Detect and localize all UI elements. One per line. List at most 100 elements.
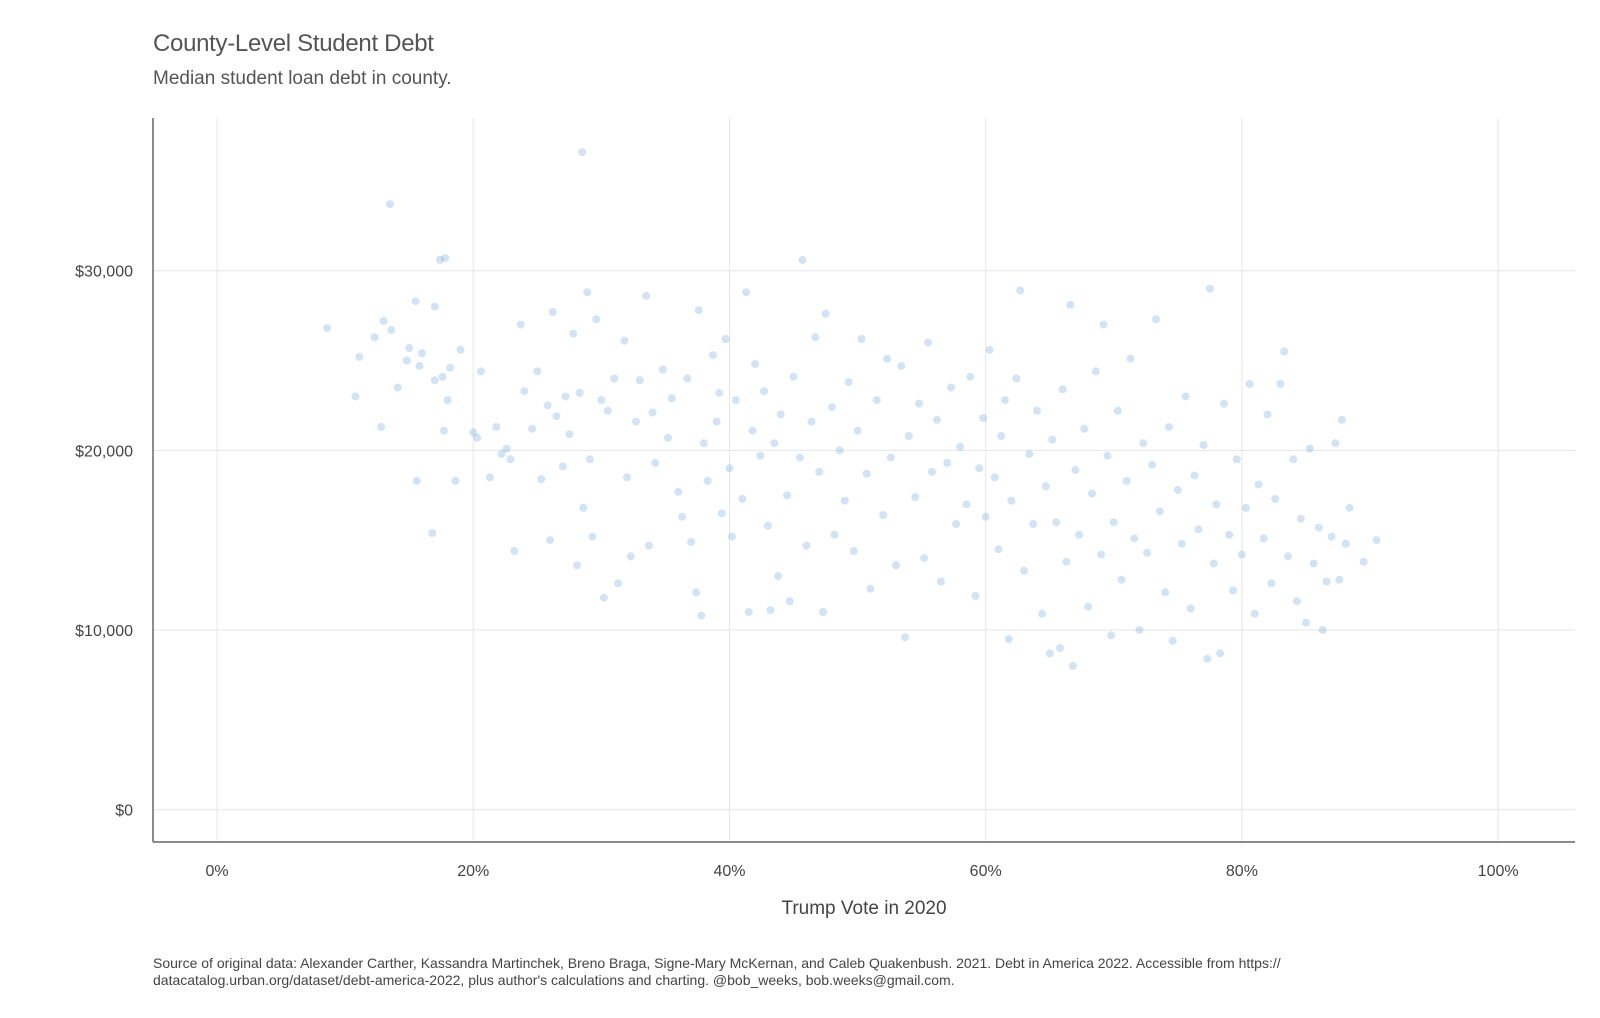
data-point: [548, 308, 557, 316]
data-point: [979, 414, 988, 422]
data-point: [520, 387, 529, 396]
data-point: [731, 396, 740, 405]
data-point: [936, 577, 945, 586]
data-point: [552, 412, 561, 421]
data-point: [774, 572, 783, 581]
data-point: [994, 545, 1003, 554]
data-point: [644, 541, 653, 550]
data-point: [1152, 315, 1161, 324]
x-tick-label: 40%: [713, 863, 745, 880]
data-point: [1071, 466, 1080, 475]
data-point: [717, 509, 726, 518]
data-point: [664, 433, 672, 442]
data-point: [840, 496, 849, 505]
data-point: [597, 396, 606, 405]
data-point: [1080, 424, 1089, 433]
data-point: [1004, 635, 1013, 643]
data-point: [694, 306, 703, 315]
data-point: [1038, 609, 1047, 618]
data-point: [1296, 514, 1305, 523]
data-point: [1341, 539, 1350, 548]
data-point: [1327, 532, 1336, 541]
data-point: [412, 476, 421, 485]
data-point: [1103, 451, 1112, 460]
x-tick-label: 80%: [1226, 863, 1258, 880]
data-point: [578, 148, 587, 157]
y-tick-label: $0: [115, 803, 133, 820]
data-point: [1117, 575, 1126, 584]
data-point: [510, 547, 519, 555]
data-point: [920, 554, 929, 563]
data-point: [1032, 406, 1041, 415]
data-point: [971, 591, 980, 600]
x-axis-title: Trump Vote in 2020: [781, 898, 946, 919]
data-point: [579, 503, 588, 512]
data-point: [355, 352, 364, 361]
data-point: [506, 455, 515, 464]
data-point: [614, 579, 622, 588]
data-point: [744, 608, 753, 616]
data-point: [789, 372, 798, 381]
data-point: [1190, 471, 1199, 480]
data-point: [901, 633, 909, 642]
data-point: [411, 297, 420, 306]
data-point: [1359, 557, 1368, 566]
data-point: [469, 428, 478, 437]
data-point: [751, 360, 760, 369]
data-point: [699, 439, 708, 448]
data-point: [1259, 534, 1268, 543]
data-point: [561, 392, 570, 401]
data-point: [1372, 536, 1381, 545]
data-point: [927, 467, 936, 476]
data-point: [533, 367, 542, 376]
data-point: [1186, 604, 1195, 613]
y-tick-label: $30,000: [75, 264, 133, 281]
data-point: [828, 403, 836, 412]
data-point: [962, 500, 971, 509]
data-point: [1148, 460, 1157, 469]
data-point: [1345, 503, 1354, 512]
data-point: [821, 309, 830, 318]
data-point: [658, 365, 667, 374]
data-point: [798, 255, 807, 264]
data-point: [728, 532, 736, 541]
data-point: [430, 302, 439, 311]
data-point: [952, 520, 961, 528]
data-point: [1041, 482, 1050, 491]
data-point: [1058, 385, 1067, 394]
data-point: [725, 464, 734, 473]
data-point: [886, 453, 895, 462]
data-point: [1130, 534, 1139, 543]
data-point: [1254, 480, 1263, 489]
data-point: [1012, 374, 1021, 383]
data-point: [1241, 503, 1250, 512]
data-point: [763, 521, 772, 530]
data-point: [692, 588, 701, 597]
data-point: [1212, 500, 1221, 509]
source-caption: Source of original data: Alexander Carth…: [153, 955, 1281, 988]
data-point: [811, 333, 820, 342]
data-point: [1309, 559, 1318, 568]
data-point: [1139, 439, 1148, 448]
data-point: [1293, 597, 1301, 606]
data-point: [497, 450, 506, 458]
data-points: [323, 148, 1381, 670]
data-point: [1088, 489, 1096, 498]
data-point: [1250, 609, 1259, 618]
data-point: [697, 611, 706, 620]
data-point: [575, 388, 584, 397]
data-point: [642, 291, 651, 300]
data-point: [351, 392, 360, 401]
data-point: [667, 394, 676, 403]
data-point: [924, 338, 933, 347]
data-point: [585, 455, 594, 464]
data-point: [1099, 320, 1108, 329]
data-point: [1107, 631, 1116, 640]
data-point: [1097, 550, 1105, 559]
data-point: [783, 491, 792, 500]
data-point: [1143, 548, 1152, 557]
data-point: [451, 476, 460, 485]
data-point: [683, 374, 692, 383]
data-point: [1181, 392, 1190, 401]
